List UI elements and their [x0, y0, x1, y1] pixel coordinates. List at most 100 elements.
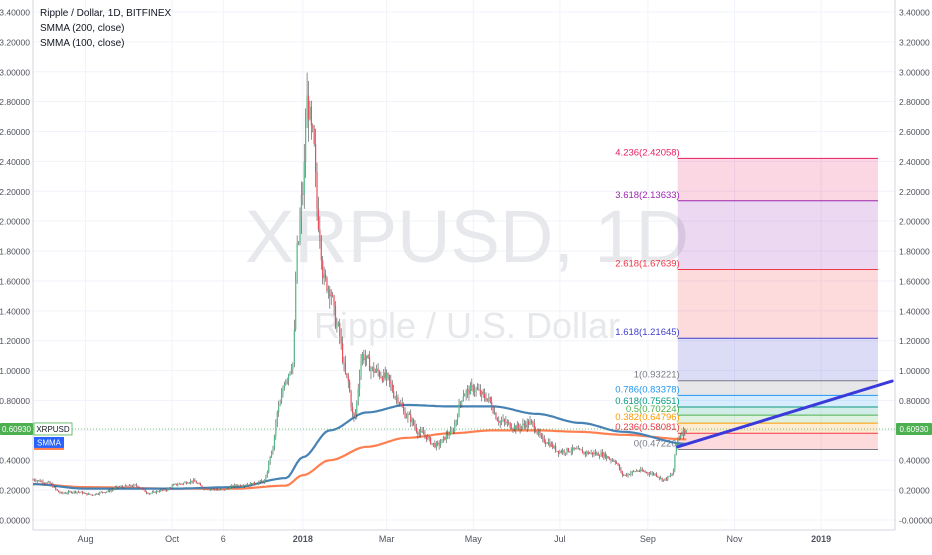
- trendline-group[interactable]: [676, 379, 894, 449]
- y-tick-label-right: 3.00000: [899, 67, 930, 77]
- candle-body: [242, 486, 244, 487]
- candle-body: [167, 488, 169, 491]
- candle-body: [86, 493, 88, 495]
- candle-body: [188, 482, 190, 484]
- indicator-smma-200[interactable]: SMMA (200, close): [40, 23, 125, 34]
- candle-body: [407, 414, 409, 418]
- candle-body: [190, 480, 192, 483]
- candle-body: [626, 474, 628, 476]
- chart-title[interactable]: Ripple / Dollar, 1D, BITFINEX: [40, 8, 172, 19]
- fib-level-label: 4.236(2.42058): [615, 147, 679, 158]
- candle-body: [664, 478, 666, 480]
- candle-body: [113, 488, 115, 490]
- candle-body: [537, 431, 540, 434]
- candle-body: [239, 485, 241, 487]
- candle-body: [391, 384, 393, 392]
- candle-body: [279, 403, 281, 406]
- candle-body: [562, 450, 564, 453]
- candle-body: [661, 477, 663, 481]
- candle-body: [214, 488, 216, 490]
- candle-body: [235, 484, 237, 486]
- y-tick-label-right: 2.40000: [899, 157, 930, 167]
- candle-body: [319, 229, 321, 238]
- trendline: [676, 379, 894, 449]
- candle-body: [153, 491, 155, 493]
- candle-body: [550, 443, 552, 447]
- candle-body: [501, 420, 503, 422]
- indicator-smma-100[interactable]: SMMA (100, close): [40, 38, 125, 49]
- candle-body: [400, 403, 402, 404]
- candle-body: [566, 448, 568, 453]
- candle-body: [243, 485, 246, 487]
- candle-body: [256, 483, 258, 485]
- candle-body: [40, 481, 43, 483]
- candle-body: [199, 483, 202, 486]
- fib-zone: [677, 423, 878, 434]
- candle-body: [675, 443, 677, 455]
- candle-body: [597, 453, 599, 456]
- y-tick-label-right: -0.00000: [899, 516, 932, 526]
- candle-body: [528, 421, 530, 425]
- y-tick-label-right: 1.00000: [899, 366, 930, 376]
- y-axis-right[interactable]: -0.000000.200000.400000.600000.800001.00…: [899, 8, 932, 526]
- watermark-ticker: XRPUSD, 1D: [245, 195, 689, 278]
- price-tag-right: [896, 422, 932, 435]
- candle-body: [94, 493, 97, 495]
- candle-body: [349, 381, 351, 392]
- candle-body: [295, 280, 297, 330]
- candle-body: [611, 460, 614, 462]
- candle-body: [245, 485, 247, 486]
- candle-body: [640, 469, 642, 472]
- candle-body: [427, 436, 429, 440]
- candle-body: [103, 492, 105, 493]
- candle-body: [66, 493, 68, 494]
- candle-body: [543, 437, 545, 443]
- candle-body: [90, 494, 92, 496]
- candle-body: [350, 391, 352, 408]
- fib-level-label: 3.618(2.13633): [615, 190, 679, 201]
- candle-body: [334, 305, 337, 328]
- candle-body: [269, 456, 271, 462]
- candle-body: [136, 484, 138, 487]
- candle-body: [225, 488, 227, 491]
- x-axis[interactable]: Aug Oct 6 2018 Mar May Jul Sep Nov 2019: [78, 534, 832, 544]
- y-tick-label-right: 0.80000: [899, 396, 930, 406]
- candle-body: [554, 446, 557, 452]
- candle-body: [209, 489, 212, 490]
- candle-body: [282, 388, 284, 395]
- candle-body: [184, 482, 186, 484]
- fibonacci-extension[interactable]: 0(0.47226)0.236(0.58081)0.382(0.64796)0.…: [615, 147, 878, 450]
- fib-level-label: 0.236(0.58081): [615, 422, 679, 433]
- candle-body: [143, 488, 145, 490]
- candle-body: [185, 482, 187, 484]
- candle-body: [93, 494, 95, 496]
- candle-body: [333, 295, 335, 306]
- candle-body: [293, 329, 295, 364]
- candle-body: [628, 474, 631, 475]
- candle-body: [346, 373, 348, 376]
- x-tick-label: Oct: [165, 534, 180, 544]
- candle-body: [329, 288, 331, 297]
- candle-body: [496, 419, 498, 422]
- candle-body: [316, 171, 318, 209]
- candle-body: [285, 380, 287, 385]
- candle-body: [364, 358, 366, 361]
- candle-body: [289, 371, 291, 375]
- candle-body: [532, 421, 534, 424]
- candle-body: [292, 363, 294, 370]
- candle-body: [374, 370, 376, 373]
- smma-tag-text: SMMA: [37, 438, 62, 447]
- candle-body: [424, 434, 426, 436]
- candle-body: [546, 443, 548, 445]
- candle-body: [201, 485, 203, 488]
- candle-body: [584, 452, 587, 454]
- y-axis-left[interactable]: -0.000000.200000.400000.600000.800001.00…: [0, 8, 30, 526]
- candle-body: [268, 461, 270, 473]
- candle-body: [83, 493, 85, 494]
- candle-body: [211, 489, 213, 490]
- candle-body: [488, 397, 490, 399]
- candle-body: [262, 481, 264, 483]
- candle-body: [401, 403, 403, 408]
- candle-body: [447, 434, 449, 436]
